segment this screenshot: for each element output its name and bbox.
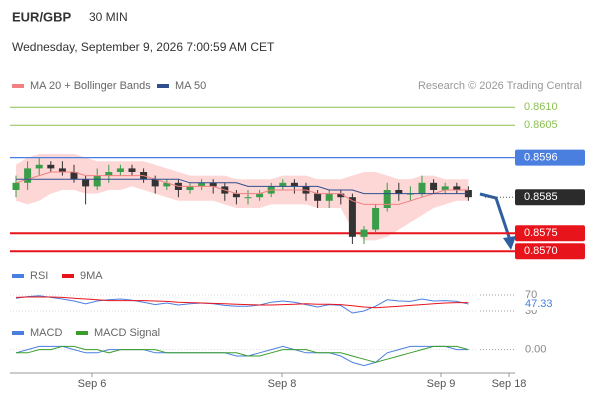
candle-body <box>325 193 333 201</box>
credit: Research © 2026 Trading Central <box>418 80 582 92</box>
candle-body <box>453 186 461 190</box>
x-tick-label: Sep 6 <box>78 378 107 390</box>
candle-body <box>198 182 206 187</box>
legend-swatch <box>76 331 88 335</box>
candle-body <box>12 182 20 190</box>
forecast-arrowhead <box>503 236 516 250</box>
forecast-arrow <box>479 192 512 241</box>
candle-body <box>383 190 391 208</box>
indicator-line <box>15 345 469 367</box>
legend-label: MA 50 <box>175 80 206 92</box>
candle-body <box>279 182 287 187</box>
candle-body <box>70 172 78 180</box>
legend-label: RSI <box>30 270 48 282</box>
candle-body <box>116 168 124 172</box>
candle-body <box>290 182 298 187</box>
candle-body <box>151 179 159 187</box>
candle-body <box>35 164 43 169</box>
bollinger-band <box>16 154 469 241</box>
ma-line <box>15 171 469 205</box>
level-box <box>515 149 585 166</box>
y-tick-label: 70 <box>525 289 537 301</box>
candle-body <box>337 193 345 198</box>
candle-body <box>441 186 449 190</box>
candle-body <box>430 182 438 190</box>
level-label: 0.8570 <box>524 245 558 257</box>
candle-body <box>244 197 252 199</box>
legend-label: 9MA <box>80 270 103 282</box>
legend-swatch <box>62 274 74 278</box>
legend-swatch <box>12 331 24 335</box>
indicator-line <box>15 296 469 309</box>
candle-body <box>58 168 66 172</box>
ma-line <box>16 178 469 195</box>
legend-swatch <box>157 84 169 88</box>
candle-body <box>82 179 90 187</box>
candle-body <box>186 186 194 190</box>
indicator-line <box>16 345 469 363</box>
datetime: Wednesday, September 9, 2026 7:00:59 AM … <box>12 40 275 54</box>
candle-body <box>314 193 322 201</box>
legend-label: MA 20 + Bollinger Bands <box>30 80 151 92</box>
candle-body <box>418 182 426 194</box>
candle-body <box>360 229 368 237</box>
last-price-box <box>515 189 585 206</box>
indicator-line <box>15 295 469 314</box>
level-box <box>515 243 585 260</box>
candle-body <box>256 193 264 198</box>
legend-swatch <box>12 274 24 278</box>
candle-body <box>163 182 171 187</box>
y-tick-label: 0.00 <box>525 344 546 356</box>
candle-body <box>372 208 380 230</box>
level-box <box>515 225 585 242</box>
level-label: 0.8610 <box>524 101 558 113</box>
legend-swatch <box>12 84 24 88</box>
candle-body <box>24 168 32 183</box>
candle-body <box>47 164 55 169</box>
timeframe: 30 MIN <box>89 10 128 24</box>
x-tick-label: Sep 9 <box>427 378 456 390</box>
candle-body <box>395 190 403 194</box>
level-label: 0.8605 <box>524 119 558 131</box>
x-tick-label: Sep 18 <box>492 378 527 390</box>
legend-label: MACD <box>30 327 62 339</box>
level-label: 0.8596 <box>524 152 558 164</box>
symbol: EUR/GBP <box>12 9 72 24</box>
last-price-label: 0.8585 <box>524 191 558 203</box>
candle-body <box>209 182 217 187</box>
candle-body <box>232 193 240 198</box>
current-value-bg <box>522 298 556 311</box>
x-tick-label: Sep 8 <box>268 378 297 390</box>
candle-body <box>105 172 113 176</box>
candle-body <box>348 197 356 237</box>
legend-label: MACD Signal <box>94 327 160 339</box>
current-value-label: 47.33 <box>525 298 553 310</box>
candle-body <box>93 175 101 187</box>
candle-body <box>128 168 136 172</box>
level-label: 0.8575 <box>524 227 558 239</box>
